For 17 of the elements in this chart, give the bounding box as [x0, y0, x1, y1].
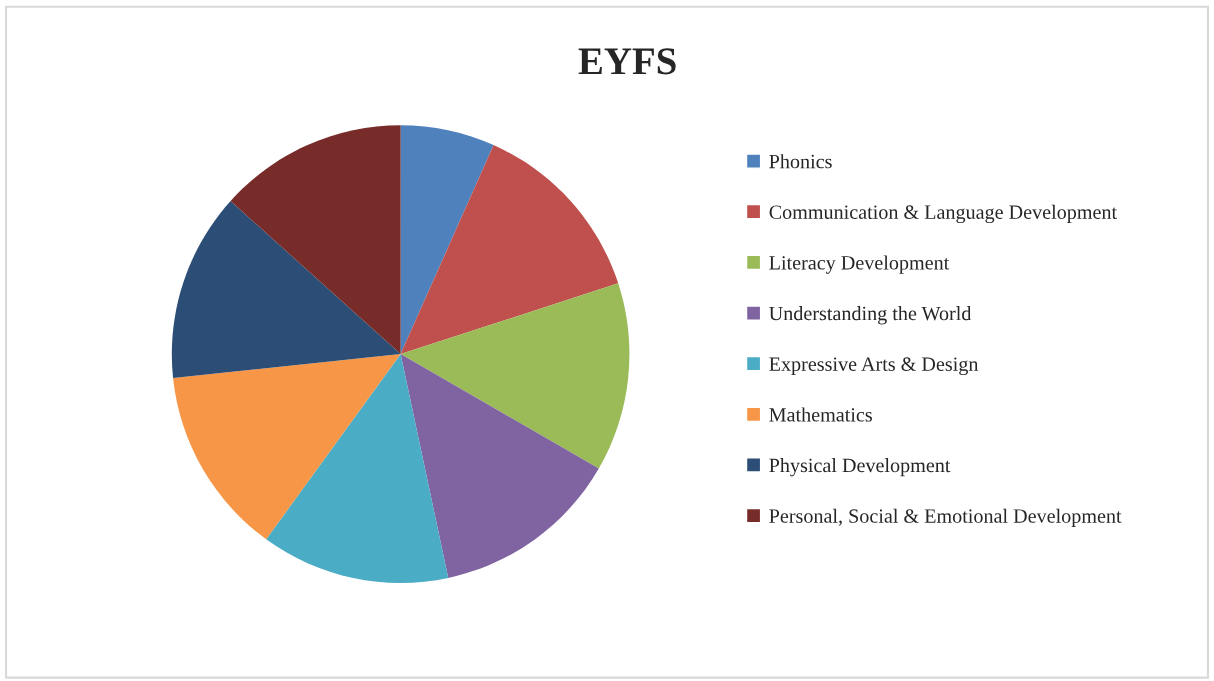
legend-label: Literacy Development [769, 255, 950, 274]
pie-slice [400, 354, 599, 578]
legend-label: Communication & Language Development [769, 204, 1117, 224]
pie-slice [173, 354, 401, 540]
chart-title: EYFS [578, 48, 676, 75]
legend-label: Expressive Arts & Design [769, 357, 979, 376]
pie-slice [400, 125, 494, 355]
pie-slice [400, 283, 630, 469]
legend-label: Personal, Social & Emotional Development [769, 508, 1122, 527]
legend-label: Phonics [769, 154, 832, 169]
legend-label: Understanding the World [769, 306, 972, 325]
pie-slice [400, 145, 619, 355]
pie-slice [266, 354, 449, 583]
pie-slice [230, 125, 401, 355]
pie-slice [171, 201, 401, 379]
legend-label: Physical Development [769, 458, 951, 477]
legend-label: Mathematics [769, 407, 872, 422]
